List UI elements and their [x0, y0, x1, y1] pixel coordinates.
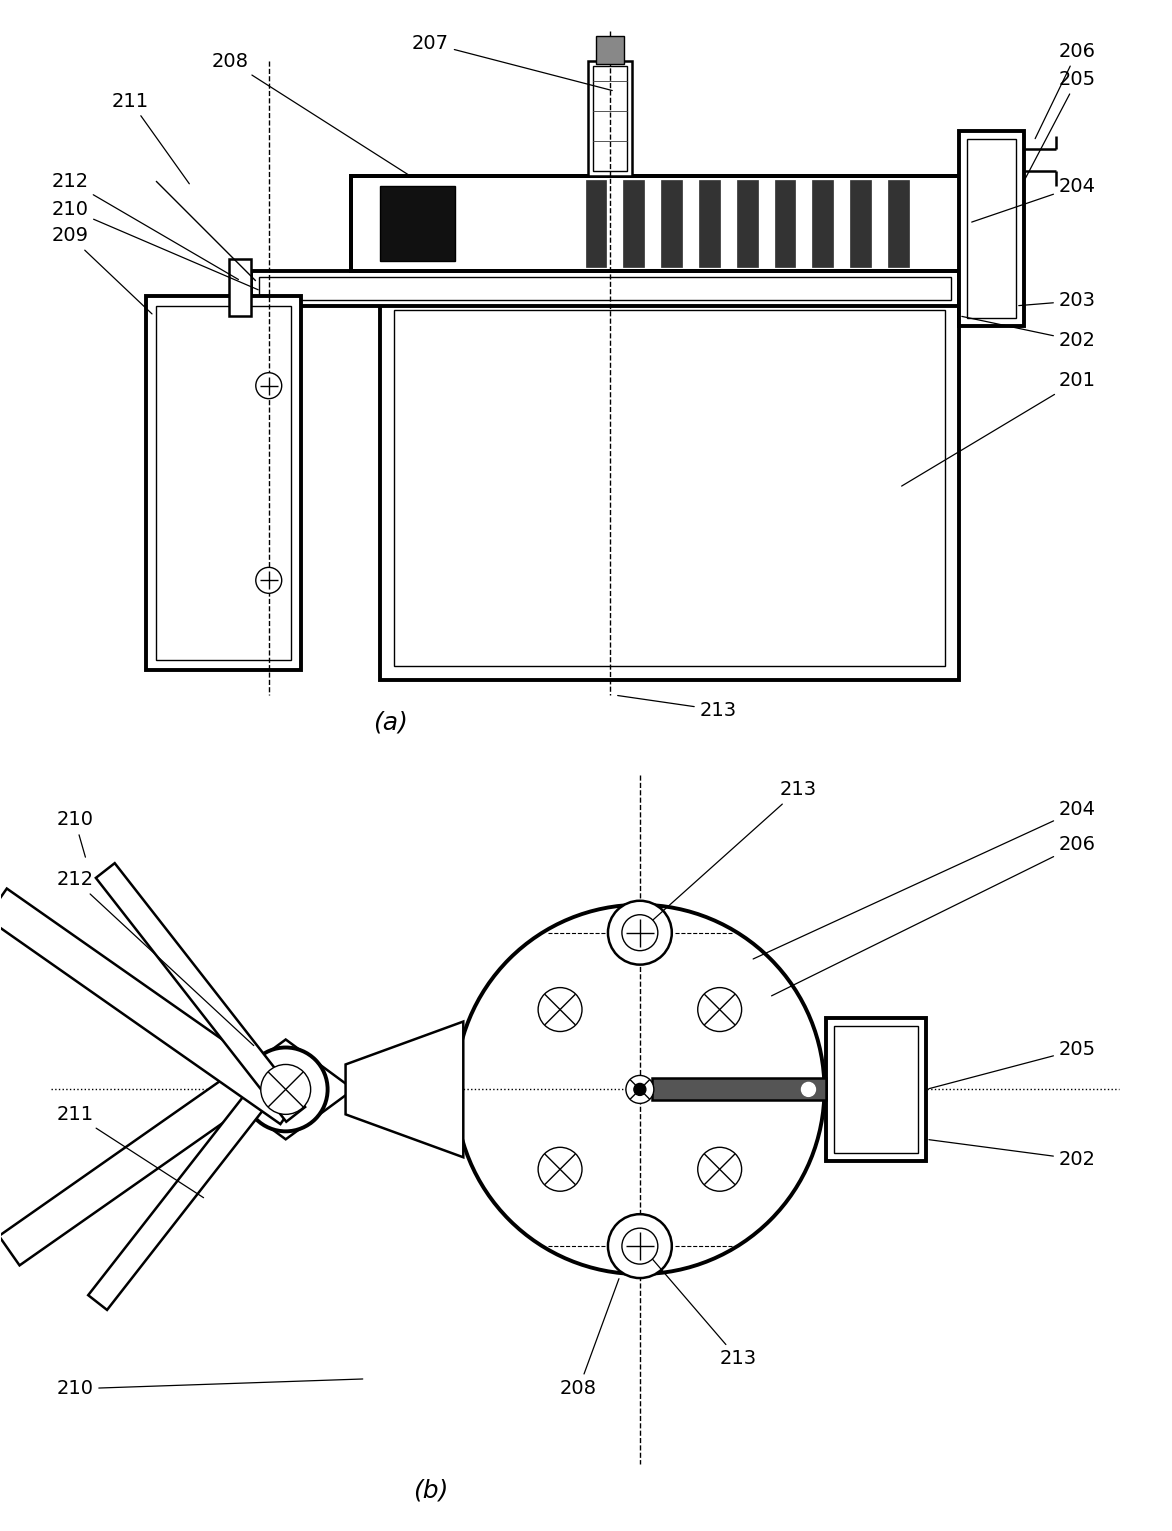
Polygon shape [0, 1053, 281, 1266]
Bar [850, 181, 871, 266]
Text: 207: 207 [411, 34, 612, 90]
Circle shape [261, 1064, 311, 1115]
Text: 208: 208 [212, 52, 408, 175]
Circle shape [455, 905, 824, 1274]
Text: 209: 209 [52, 227, 152, 314]
Circle shape [626, 1075, 654, 1104]
Polygon shape [88, 1067, 285, 1311]
Polygon shape [346, 1021, 463, 1157]
Bar [888, 181, 908, 266]
Text: 206: 206 [1035, 41, 1096, 139]
Text: 204: 204 [754, 801, 1096, 958]
Bar [381, 295, 959, 680]
Bar [229, 259, 251, 315]
Circle shape [802, 1082, 816, 1096]
Text: 206: 206 [771, 836, 1096, 995]
Bar [593, 66, 627, 171]
Text: 213: 213 [618, 695, 737, 720]
Bar [826, 1018, 926, 1162]
Text: 210: 210 [56, 810, 94, 857]
Polygon shape [357, 1044, 458, 1136]
Bar [381, 187, 455, 260]
Text: 201: 201 [901, 371, 1096, 485]
Bar [395, 309, 945, 666]
Bar [146, 295, 301, 671]
Polygon shape [96, 863, 305, 1122]
Text: 212: 212 [52, 171, 238, 280]
Circle shape [697, 1147, 742, 1191]
Circle shape [622, 1228, 657, 1265]
Circle shape [697, 987, 742, 1032]
Bar [699, 181, 720, 266]
Bar [967, 139, 1016, 318]
Bar [661, 181, 682, 266]
Text: 204: 204 [972, 176, 1096, 222]
Bar [588, 61, 632, 176]
Text: 211: 211 [111, 92, 190, 184]
Circle shape [608, 900, 672, 965]
Circle shape [538, 987, 582, 1032]
Circle shape [634, 1084, 646, 1095]
Text: 202: 202 [962, 317, 1096, 351]
Text: (b): (b) [413, 1479, 448, 1503]
Bar [959, 132, 1024, 326]
Text: 210: 210 [56, 1379, 363, 1398]
Text: 205: 205 [1026, 70, 1096, 179]
Bar [156, 306, 291, 660]
Bar [834, 1026, 918, 1153]
Text: 202: 202 [929, 1139, 1096, 1168]
Polygon shape [0, 888, 301, 1124]
Bar [737, 181, 757, 266]
Bar [652, 1078, 826, 1101]
Circle shape [255, 372, 281, 398]
Circle shape [608, 1214, 672, 1278]
Text: 213: 213 [652, 781, 817, 920]
Text: 210: 210 [52, 199, 258, 289]
Circle shape [255, 568, 281, 594]
Circle shape [622, 914, 657, 951]
Circle shape [244, 1047, 328, 1131]
Bar [775, 181, 796, 266]
Text: 213: 213 [652, 1258, 757, 1369]
Polygon shape [218, 1040, 354, 1139]
Text: 212: 212 [56, 870, 254, 1046]
Bar [812, 181, 833, 266]
Bar [259, 277, 952, 300]
Text: 203: 203 [1018, 291, 1096, 311]
Text: 208: 208 [560, 1278, 619, 1398]
Bar [586, 181, 606, 266]
Text: 211: 211 [56, 1105, 204, 1197]
Text: 205: 205 [929, 1040, 1096, 1089]
Bar [251, 271, 959, 306]
Text: (a): (a) [373, 710, 408, 733]
Bar [597, 37, 624, 64]
Circle shape [538, 1147, 582, 1191]
Bar [624, 181, 645, 266]
Bar [350, 176, 969, 271]
Bar [350, 176, 969, 271]
